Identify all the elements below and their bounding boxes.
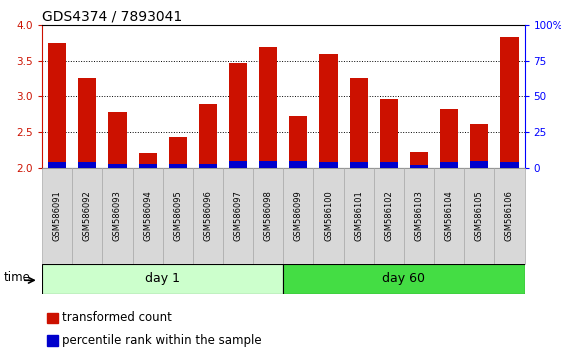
Bar (410, 152, 428, 168)
Bar (494, 168, 525, 264)
Bar (163, 168, 193, 264)
Text: GSM586106: GSM586106 (505, 190, 514, 241)
Bar (229, 63, 247, 168)
Bar (42, 264, 283, 294)
Text: GSM586105: GSM586105 (475, 190, 484, 241)
Bar (199, 104, 217, 168)
Text: GSM586101: GSM586101 (354, 190, 363, 241)
Bar (42, 168, 72, 264)
Text: GSM586094: GSM586094 (143, 190, 152, 241)
Bar (314, 168, 343, 264)
Bar (500, 162, 518, 168)
Text: GSM586099: GSM586099 (294, 190, 303, 241)
Bar (404, 168, 434, 264)
Text: percentile rank within the sample: percentile rank within the sample (62, 334, 262, 347)
Bar (229, 161, 247, 168)
Bar (78, 162, 96, 168)
Text: GSM586091: GSM586091 (53, 190, 62, 241)
Text: GDS4374 / 7893041: GDS4374 / 7893041 (42, 10, 182, 24)
Bar (72, 168, 102, 264)
Bar (139, 164, 157, 168)
Bar (259, 161, 277, 168)
Text: GSM586102: GSM586102 (384, 190, 393, 241)
Text: day 1: day 1 (145, 272, 180, 285)
Bar (47, 335, 58, 346)
Bar (289, 161, 307, 168)
Bar (320, 54, 338, 168)
Bar (132, 168, 163, 264)
Text: GSM586095: GSM586095 (173, 190, 182, 241)
Text: GSM586093: GSM586093 (113, 190, 122, 241)
Bar (500, 37, 518, 168)
Text: GSM586097: GSM586097 (233, 190, 242, 241)
Bar (48, 43, 66, 168)
Bar (465, 168, 494, 264)
Bar (199, 164, 217, 168)
Bar (169, 137, 187, 168)
Bar (434, 168, 465, 264)
Bar (169, 164, 187, 168)
Text: GSM586104: GSM586104 (445, 190, 454, 241)
Bar (470, 161, 488, 168)
Bar (380, 99, 398, 168)
Bar (108, 164, 127, 168)
Bar (350, 162, 368, 168)
Bar (343, 168, 374, 264)
Bar (108, 112, 127, 168)
Bar (470, 124, 488, 168)
Text: GSM586103: GSM586103 (415, 190, 424, 241)
Bar (374, 168, 404, 264)
Bar (350, 78, 368, 168)
Bar (48, 162, 66, 168)
Bar (440, 109, 458, 168)
Bar (410, 165, 428, 168)
Bar (102, 168, 132, 264)
Text: transformed count: transformed count (62, 311, 172, 324)
Bar (193, 168, 223, 264)
Text: GSM586098: GSM586098 (264, 190, 273, 241)
Bar (78, 78, 96, 168)
Text: day 60: day 60 (383, 272, 425, 285)
Text: GSM586100: GSM586100 (324, 190, 333, 241)
Bar (440, 162, 458, 168)
Text: GSM586096: GSM586096 (204, 190, 213, 241)
Bar (259, 47, 277, 168)
Bar (223, 168, 253, 264)
Text: GSM586092: GSM586092 (83, 190, 92, 241)
Bar (253, 168, 283, 264)
Bar (139, 153, 157, 168)
Text: time: time (3, 271, 30, 284)
Bar (380, 162, 398, 168)
Bar (320, 162, 338, 168)
Bar (289, 116, 307, 168)
Bar (47, 313, 58, 323)
Bar (283, 168, 314, 264)
Bar (283, 264, 525, 294)
